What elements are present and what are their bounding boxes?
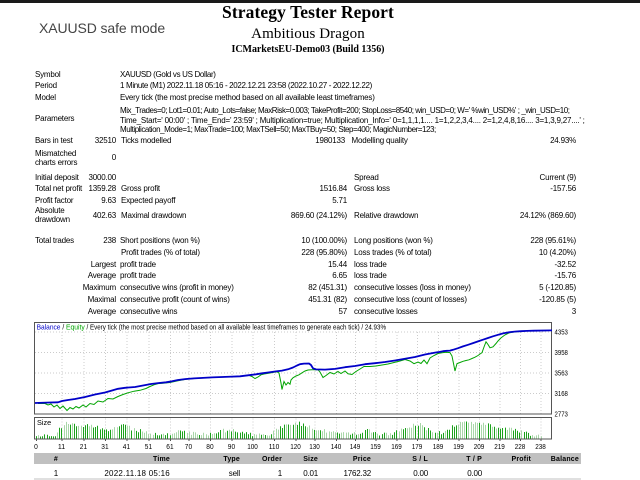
svg-text:110: 110: [269, 444, 280, 451]
svg-text:70: 70: [185, 444, 192, 451]
svg-text:140: 140: [331, 444, 342, 451]
svg-text:179: 179: [412, 444, 423, 451]
svg-text:159: 159: [370, 444, 381, 451]
svg-text:209: 209: [474, 444, 485, 451]
svg-text:189: 189: [433, 444, 444, 451]
svg-text:31: 31: [101, 444, 108, 451]
svg-text:Equity: Equity: [66, 323, 85, 332]
svg-text:2773: 2773: [555, 412, 568, 419]
svg-text:149: 149: [350, 444, 361, 451]
svg-text:Size: Size: [37, 418, 51, 427]
svg-text:4353: 4353: [555, 330, 568, 337]
svg-text:3168: 3168: [555, 391, 568, 398]
svg-text:51: 51: [145, 444, 152, 451]
svg-text:169: 169: [391, 444, 402, 451]
svg-text:219: 219: [494, 444, 505, 451]
svg-text:3958: 3958: [555, 350, 568, 357]
svg-text:61: 61: [166, 444, 173, 451]
svg-text:0: 0: [34, 444, 38, 451]
svg-text:/ Every tick (the most precise: / Every tick (the most precise method ba…: [85, 323, 386, 332]
svg-text:238: 238: [535, 444, 546, 451]
svg-text:3563: 3563: [555, 371, 568, 378]
svg-text:130: 130: [309, 444, 320, 451]
svg-text:199: 199: [453, 444, 464, 451]
svg-text:100: 100: [247, 444, 258, 451]
svg-text:/: /: [61, 323, 67, 332]
svg-text:228: 228: [515, 444, 526, 451]
svg-text:11: 11: [58, 444, 65, 451]
svg-text:21: 21: [80, 444, 87, 451]
svg-text:41: 41: [123, 444, 130, 451]
svg-text:Balance: Balance: [37, 323, 61, 332]
svg-text:80: 80: [206, 444, 213, 451]
svg-text:120: 120: [290, 444, 301, 451]
svg-text:90: 90: [228, 444, 235, 451]
